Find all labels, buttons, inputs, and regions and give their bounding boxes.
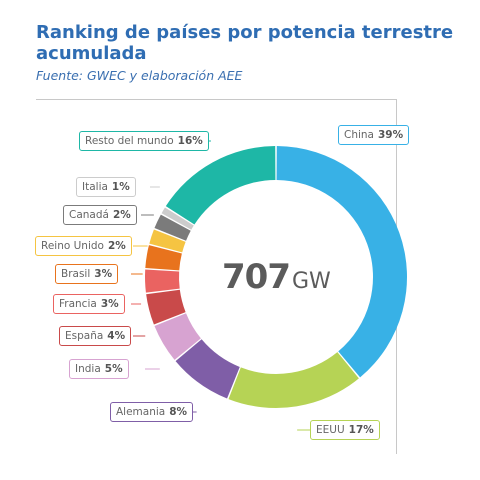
slice-6 xyxy=(145,245,182,271)
slice-label-3: India 5% xyxy=(69,359,129,379)
total-unit: GW xyxy=(291,269,331,294)
frame-top-border xyxy=(36,99,396,100)
slice-0 xyxy=(276,146,408,378)
slice-label-percent: 39% xyxy=(378,129,404,141)
slice-1 xyxy=(228,352,359,409)
slice-label-4: España 4% xyxy=(59,326,132,346)
total-value: 707 xyxy=(222,257,291,297)
slice-2 xyxy=(175,339,240,399)
chart-title: Ranking de países por potencia terrestre… xyxy=(36,22,454,64)
slice-label-5: Francia 3% xyxy=(53,294,125,314)
slice-10 xyxy=(165,146,276,225)
slice-label-6: Brasil 3% xyxy=(55,264,119,284)
slice-4 xyxy=(146,289,186,325)
slice-label-name: España xyxy=(65,330,104,342)
slice-3 xyxy=(154,313,201,360)
slice-label-percent: 8% xyxy=(169,406,188,418)
slice-label-percent: 17% xyxy=(348,424,374,436)
slice-label-name: Brasil xyxy=(61,268,91,280)
slice-label-8: Canadá 2% xyxy=(63,205,137,225)
slice-label-percent: 5% xyxy=(104,363,123,375)
slice-label-name: Francia xyxy=(59,298,97,310)
slice-label-percent: 3% xyxy=(94,268,113,280)
slice-5 xyxy=(145,269,180,293)
slice-7 xyxy=(149,229,186,253)
slice-label-name: EEUU xyxy=(316,424,345,436)
slice-label-name: Resto del mundo xyxy=(85,135,174,147)
slice-label-0: China 39% xyxy=(338,125,410,145)
slice-label-name: Reino Unido xyxy=(41,240,104,252)
slice-label-name: Italia xyxy=(82,181,108,193)
slice-label-2: Alemania 8% xyxy=(110,402,194,422)
slice-8 xyxy=(154,214,191,241)
total-readout: 707GW xyxy=(222,257,331,297)
slice-label-name: Alemania xyxy=(116,406,166,418)
slice-label-name: Canadá xyxy=(69,209,109,221)
slice-label-name: India xyxy=(75,363,101,375)
slice-label-percent: 3% xyxy=(100,298,119,310)
slice-label-percent: 2% xyxy=(112,209,131,221)
slice-label-name: China xyxy=(344,129,374,141)
donut-slices xyxy=(145,146,408,409)
chart-subtitle: Fuente: GWEC y elaboración AEE xyxy=(36,68,243,83)
slice-label-percent: 2% xyxy=(107,240,126,252)
slice-label-7: Reino Unido 2% xyxy=(35,236,132,256)
slice-9 xyxy=(161,207,194,230)
slice-label-1: EEUU 17% xyxy=(310,420,380,440)
slice-label-9: Italia 1% xyxy=(76,177,136,197)
slice-label-percent: 1% xyxy=(111,181,130,193)
slice-label-percent: 4% xyxy=(107,330,126,342)
slice-label-10: Resto del mundo 16% xyxy=(79,131,209,151)
slice-label-percent: 16% xyxy=(177,135,203,147)
